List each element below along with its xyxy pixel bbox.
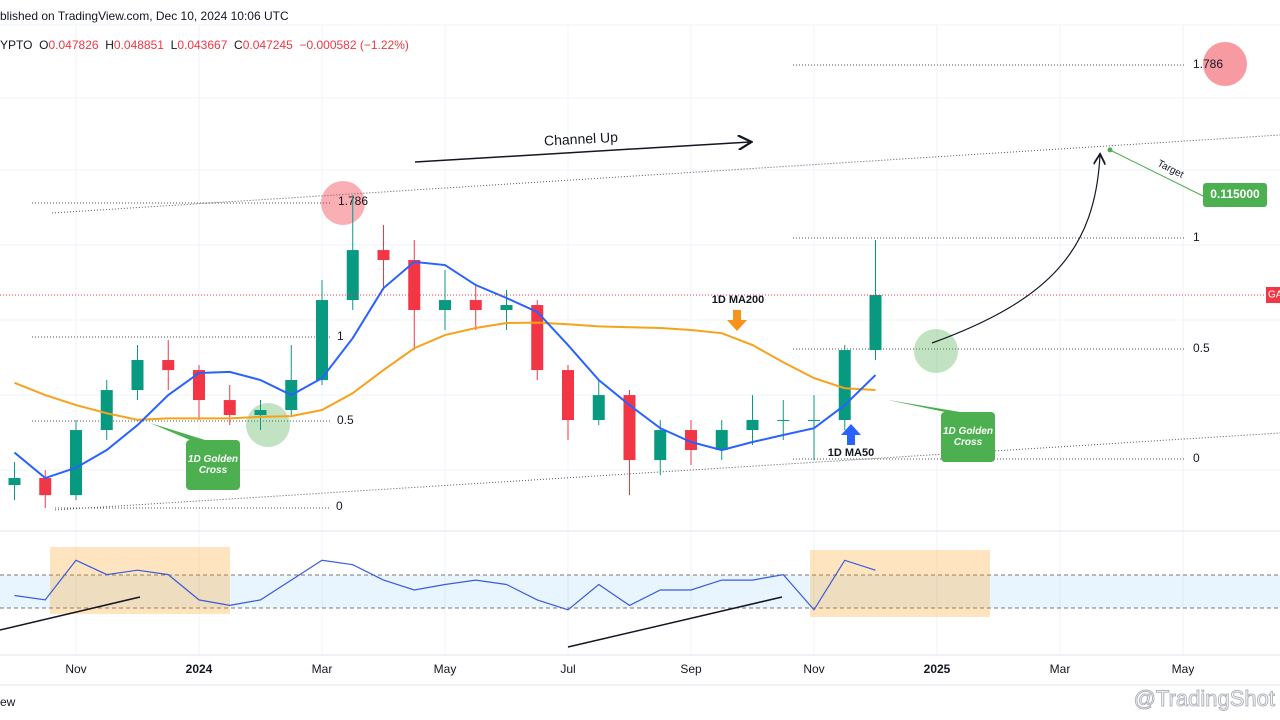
x-tick-label: Jul	[560, 662, 575, 676]
fib-label: 1	[337, 329, 344, 343]
x-tick-label: Nov	[65, 662, 86, 676]
ohlc-value: 0.047826	[48, 38, 99, 52]
candle-body	[439, 300, 451, 311]
candle-body	[254, 410, 267, 416]
highlight-circle	[321, 181, 365, 225]
callout-pointer	[888, 400, 960, 412]
candle-body	[869, 295, 882, 351]
fib-label: 0	[1193, 451, 1200, 465]
candle-body	[562, 370, 574, 421]
footer-left: ew	[0, 695, 16, 709]
candle-body	[685, 430, 697, 451]
candle-body	[500, 305, 513, 311]
candle-body	[70, 430, 82, 496]
ohlc-label: C	[234, 38, 243, 52]
candle-body	[777, 420, 790, 422]
candle-body	[408, 260, 421, 311]
candle-body	[838, 350, 851, 421]
channel-arrow	[414, 142, 750, 163]
fib-label: 1	[1193, 230, 1200, 244]
ma-label: 1D MA50	[828, 447, 874, 459]
rsi-trend	[0, 596, 141, 631]
change: −0.000582 (−1.22%)	[299, 38, 409, 52]
candle-body	[346, 250, 359, 301]
target-point	[1107, 147, 1113, 153]
ohlc-bar: YPTO O0.047826 H0.048851 L0.043667 C0.04…	[0, 38, 409, 52]
x-tick-label: 2024	[186, 662, 213, 676]
candle-body	[469, 300, 482, 311]
fib-label: 0	[336, 499, 343, 513]
target-box	[1203, 183, 1267, 207]
candle-body	[8, 478, 21, 486]
candle-body	[131, 360, 144, 391]
candle-body	[316, 300, 328, 381]
grid	[0, 24, 1280, 655]
rsi-trend	[567, 596, 783, 648]
target-line	[1109, 149, 1204, 197]
ma200-arrow	[727, 310, 747, 331]
x-tick-label: May	[1172, 662, 1195, 676]
target-text: Target	[1155, 158, 1185, 181]
candle-body	[377, 250, 390, 261]
highlight-circle	[1203, 42, 1247, 86]
ohlc-value: 0.043667	[177, 38, 228, 52]
x-tick-label: 2025	[924, 662, 951, 676]
highlight-circle	[246, 403, 290, 447]
ohlc-label: O	[39, 38, 49, 52]
fib-label: 1.786	[1193, 57, 1223, 71]
candle-body	[746, 420, 759, 431]
candle-body	[654, 430, 667, 461]
x-tick-label: Mar	[1050, 662, 1071, 676]
x-tick-label: May	[434, 662, 457, 676]
candle-body	[223, 400, 236, 416]
x-tick-label: Sep	[680, 662, 702, 676]
ohlc-value: 0.047245	[242, 38, 293, 52]
candle-body	[715, 430, 728, 451]
x-tick-label: Mar	[312, 662, 333, 676]
candle-body	[531, 305, 544, 371]
rsi-box	[810, 550, 990, 617]
fib-label: 0.5	[337, 413, 354, 427]
highlight-circle	[914, 329, 958, 373]
rsi-box	[50, 547, 230, 614]
ma50-arrow	[841, 424, 861, 445]
watermark: @TradingShot	[1134, 686, 1275, 711]
candle-body	[100, 390, 113, 431]
symbol: YPTO	[0, 38, 33, 52]
candle-body	[623, 395, 636, 461]
candle-body	[808, 420, 820, 422]
price-tag-label: GA	[1268, 290, 1280, 301]
channel-line	[51, 134, 1280, 214]
candle-body	[39, 478, 52, 496]
ma-line	[13, 260, 877, 480]
rsi-line	[14, 559, 876, 611]
publish-info: blished on TradingView.com, Dec 10, 2024…	[0, 9, 289, 23]
ohlc-label: L	[170, 38, 178, 52]
channel-line	[54, 432, 1280, 511]
candle-body	[193, 370, 205, 401]
candle-body	[592, 395, 605, 421]
channel-label: Channel Up	[544, 129, 619, 149]
ohlc-value: 0.048851	[113, 38, 164, 52]
ma-line	[14, 321, 876, 421]
x-tick-label: Nov	[803, 662, 824, 676]
callout-pointer	[150, 423, 205, 440]
golden-cross-callout: 1D Golden Cross	[186, 440, 240, 490]
price-tag	[1266, 287, 1280, 303]
ma-label: 1D MA200	[712, 294, 765, 306]
golden-cross-callout: 1D Golden Cross	[941, 412, 995, 462]
projection-arrow	[931, 155, 1100, 344]
target-label: 0.115000	[1210, 187, 1260, 201]
candle-body	[162, 360, 175, 371]
fib-label: 0.5	[1193, 341, 1210, 355]
ohlc-label: H	[105, 38, 114, 52]
